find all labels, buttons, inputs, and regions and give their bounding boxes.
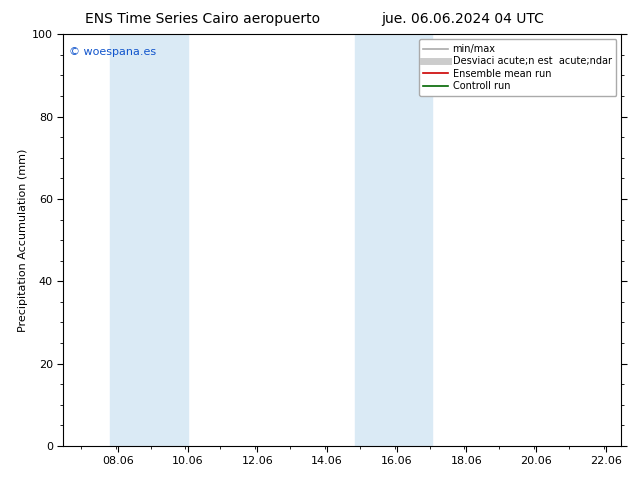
- Text: ENS Time Series Cairo aeropuerto: ENS Time Series Cairo aeropuerto: [86, 12, 320, 26]
- Legend: min/max, Desviaci acute;n est  acute;ndar, Ensemble mean run, Controll run: min/max, Desviaci acute;n est acute;ndar…: [418, 39, 616, 96]
- Y-axis label: Precipitation Accumulation (mm): Precipitation Accumulation (mm): [18, 148, 28, 332]
- Text: © woespana.es: © woespana.es: [69, 47, 156, 57]
- Bar: [354, 34, 432, 446]
- Text: jue. 06.06.2024 04 UTC: jue. 06.06.2024 04 UTC: [382, 12, 544, 26]
- Bar: [110, 34, 188, 446]
